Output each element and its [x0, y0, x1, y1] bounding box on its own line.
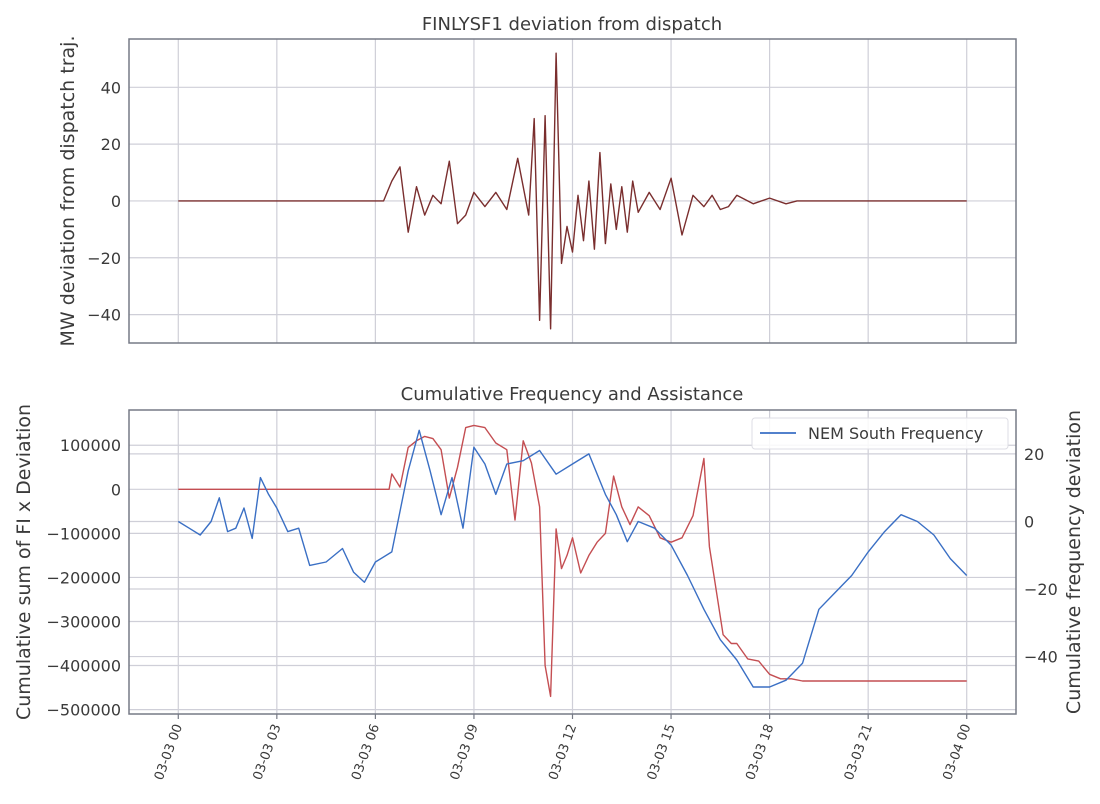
deviation-panel: −40 −20 0 20 40 FINLYSF1 deviation from disp… [57, 14, 1017, 347]
cumulative-y-tick-label: −300000 [47, 612, 121, 631]
cumulative-assistance-line [178, 424, 967, 698]
legend-label-nem-south-frequency: NEM South Frequency [808, 424, 983, 443]
deviation-y-ticks: −40 −20 0 20 40 [87, 78, 121, 324]
deviation-y-axis-label: MW deviation from dispatch traj. [57, 36, 79, 347]
cumulative-y-tick-label: −200000 [47, 568, 121, 587]
deviation-y-tick-label: 0 [111, 192, 121, 211]
deviation-y-tick-label: −20 [87, 249, 121, 268]
cumulative-right-y-axis-label: Cumulative frequency deviation [1063, 410, 1085, 714]
cumulative-chart-title: Cumulative Frequency and Assistance [401, 384, 744, 405]
deviation-y-tick-label: −40 [87, 306, 121, 325]
cumulative-grid [129, 410, 1016, 714]
cumulative-y-axis-label: Cumulative sum of FI x Deviation [13, 404, 35, 720]
cumulative-right-y-tick-label: 20 [1024, 445, 1044, 464]
deviation-plot-frame [128, 38, 1017, 344]
cumulative-y-tick-label: 0 [111, 480, 121, 499]
cumulative-y-tick-label: −500000 [47, 701, 121, 720]
nem-south-frequency-line [177, 429, 968, 688]
legend-box [751, 417, 1009, 450]
cumulative-series-group [177, 424, 968, 698]
deviation-grid [129, 39, 1016, 343]
cumulative-y-ticks-right: −40 −20 0 20 [1024, 445, 1058, 667]
cumulative-right-y-tick-label: 0 [1024, 512, 1034, 531]
cumulative-y-tick-label: −100000 [47, 524, 121, 543]
deviation-y-tick-label: 20 [101, 135, 121, 154]
chart-legend: NEM South Frequency [751, 417, 1009, 450]
deviation-chart-title: FINLYSF1 deviation from dispatch [422, 14, 722, 35]
cumulative-right-y-tick-label: −40 [1024, 648, 1058, 667]
deviation-series-group [178, 52, 967, 330]
cumulative-y-tick-label: −400000 [47, 657, 121, 676]
cumulative-panel: −500000 −400000 −300000 −200000 −100000 0 1000… [13, 384, 1085, 782]
deviation-y-tick-label: 40 [101, 78, 121, 97]
cumulative-right-y-tick-label: −20 [1024, 580, 1058, 599]
cumulative-y-tick-label: 100000 [60, 436, 121, 455]
cumulative-y-ticks-left: −500000 −400000 −300000 −200000 −100000 0 1000… [47, 436, 121, 719]
deviation-series-line [178, 52, 967, 330]
